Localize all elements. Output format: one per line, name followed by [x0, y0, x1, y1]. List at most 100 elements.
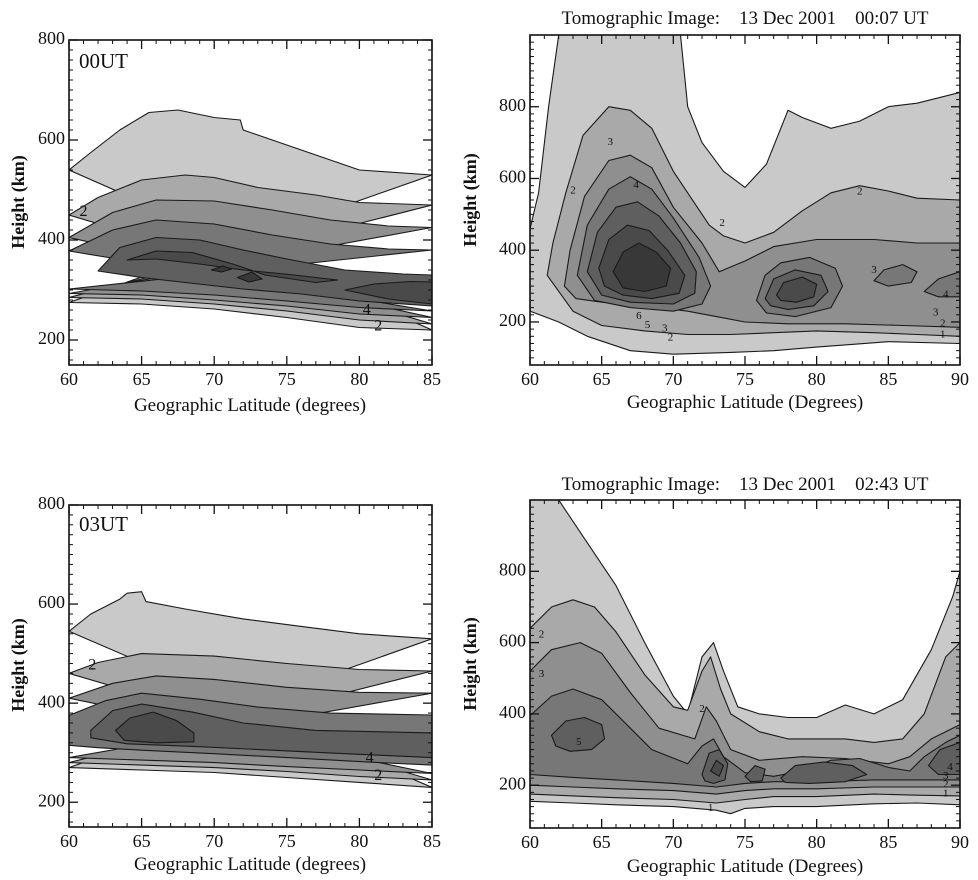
x-axis-label-top-left: Geographic Latitude (degrees) [134, 395, 366, 416]
contour-label: 1 [940, 329, 946, 341]
x-tick-label: 85 [423, 831, 441, 851]
y-tick-label: 600 [38, 128, 65, 148]
contour-label: 2 [80, 203, 88, 220]
plot-area-top-left: 242 [69, 40, 432, 365]
axes-top-left: 60 65 70 75 80 85 200 400 600 800 [38, 28, 441, 389]
chart-title-top-right: Tomographic Image: 13 Dec 2001 00:07 UT [562, 8, 929, 29]
y-tick-label: 200 [38, 328, 65, 348]
y-tick-label: 600 [38, 592, 65, 612]
contour-label: 1 [708, 802, 714, 814]
y-axis-label-top-right: Height (km) [460, 153, 481, 247]
x-tick-label: 70 [664, 369, 682, 389]
contour-band-level-5 [90, 703, 432, 759]
contour-band-level-7 [236, 271, 263, 283]
x-tick-label: 75 [278, 369, 296, 389]
y-tick-label: 400 [499, 238, 526, 258]
contour-band-level-6 [710, 759, 725, 777]
contour-label: 5 [645, 319, 651, 331]
y-tick-label: 600 [499, 631, 526, 651]
contour-band-level-6 [775, 276, 818, 303]
contour-label: 3 [608, 136, 614, 148]
x-tick-label: 75 [736, 832, 754, 852]
x-tick-label: 65 [133, 831, 151, 851]
contour-label: 3 [539, 668, 545, 680]
contour-label: 2 [539, 628, 545, 640]
contour-label: 3 [943, 770, 949, 782]
contour-label: 2 [88, 657, 96, 674]
contour-label: 1 [943, 788, 949, 800]
contour-label: 4 [366, 749, 374, 766]
x-tick-label: 70 [205, 369, 223, 389]
x-tick-label: 60 [521, 369, 539, 389]
x-tick-label: 85 [879, 832, 897, 852]
x-tick-label: 65 [133, 369, 151, 389]
contour-band-level-5 [744, 765, 766, 783]
contour-label: 3 [933, 307, 939, 319]
contour-label: 4 [947, 761, 953, 773]
contour-label: 2 [668, 332, 674, 344]
contour-band-level-7 [612, 242, 672, 293]
x-tick-label: 80 [808, 369, 826, 389]
y-tick-label: 800 [38, 28, 65, 48]
y-tick-label: 800 [499, 95, 526, 115]
axes-bottom-left: 60 65 70 75 80 85 200 400 600 800 [38, 493, 441, 851]
contour-label: 3 [662, 323, 668, 335]
y-tick-label: 400 [38, 691, 65, 711]
x-tick-label: 70 [205, 831, 223, 851]
x-axis-label-bottom-right: Geographic Latitude (Degrees) [627, 856, 863, 877]
x-tick-label: 60 [60, 369, 78, 389]
contour-label: 2 [374, 318, 382, 335]
contour-label: 5 [576, 736, 582, 748]
contour-label: 2 [699, 703, 705, 715]
x-tick-label: 90 [951, 369, 969, 389]
x-tick-label: 70 [664, 832, 682, 852]
panel-label-00ut: 00UT [79, 49, 128, 73]
contour-label: 2 [719, 217, 725, 229]
contour-label: 4 [943, 289, 949, 301]
x-axis-label-top-right: Geographic Latitude (Degrees) [627, 392, 863, 413]
contour-label: 2 [570, 185, 576, 197]
contour-band-level-4 [530, 688, 960, 788]
y-tick-label: 800 [499, 559, 526, 579]
y-tick-label: 400 [499, 702, 526, 722]
x-tick-label: 60 [60, 831, 78, 851]
contour-band-level-4 [923, 271, 960, 298]
contour-label: 2 [857, 185, 863, 197]
y-axis-label-bottom-left: Height (km) [8, 618, 29, 712]
x-tick-label: 80 [350, 369, 368, 389]
y-tick-label: 200 [38, 790, 65, 810]
axes-bottom-right: 60 65 70 75 80 85 90 200 400 600 800 [499, 499, 969, 852]
plot-area-bottom-left: 242 [69, 505, 432, 827]
contour-label: 2 [374, 767, 382, 784]
x-tick-label: 60 [521, 832, 539, 852]
x-tick-label: 65 [593, 369, 611, 389]
x-tick-label: 90 [951, 832, 969, 852]
chart-title-bottom-right: Tomographic Image: 13 Dec 2001 02:43 UT [562, 474, 929, 495]
contour-band-level-6 [114, 711, 195, 744]
contour-label: 4 [633, 179, 639, 191]
y-tick-label: 200 [499, 773, 526, 793]
panel-label-03ut: 03UT [79, 512, 128, 536]
x-tick-label: 75 [736, 369, 754, 389]
contour-label: 3 [871, 264, 877, 276]
y-axis-label-bottom-right: Height (km) [460, 617, 481, 711]
y-tick-label: 600 [499, 167, 526, 187]
x-axis-label-bottom-left: Geographic Latitude (degrees) [134, 854, 366, 875]
y-tick-label: 200 [499, 310, 526, 330]
contour-label: 2 [943, 779, 949, 791]
axes-top-right: 60 65 70 75 80 85 90 200 400 600 800 [499, 34, 969, 389]
y-axis-label-top-left: Height (km) [8, 155, 29, 249]
x-tick-label: 75 [278, 831, 296, 851]
x-tick-label: 80 [350, 831, 368, 851]
x-tick-label: 80 [808, 832, 826, 852]
x-tick-label: 85 [423, 369, 441, 389]
contour-band-level-5 [780, 761, 868, 784]
contour-band-level-6 [344, 280, 432, 305]
contour-band-level-5 [927, 741, 960, 776]
y-tick-label: 800 [38, 493, 65, 513]
